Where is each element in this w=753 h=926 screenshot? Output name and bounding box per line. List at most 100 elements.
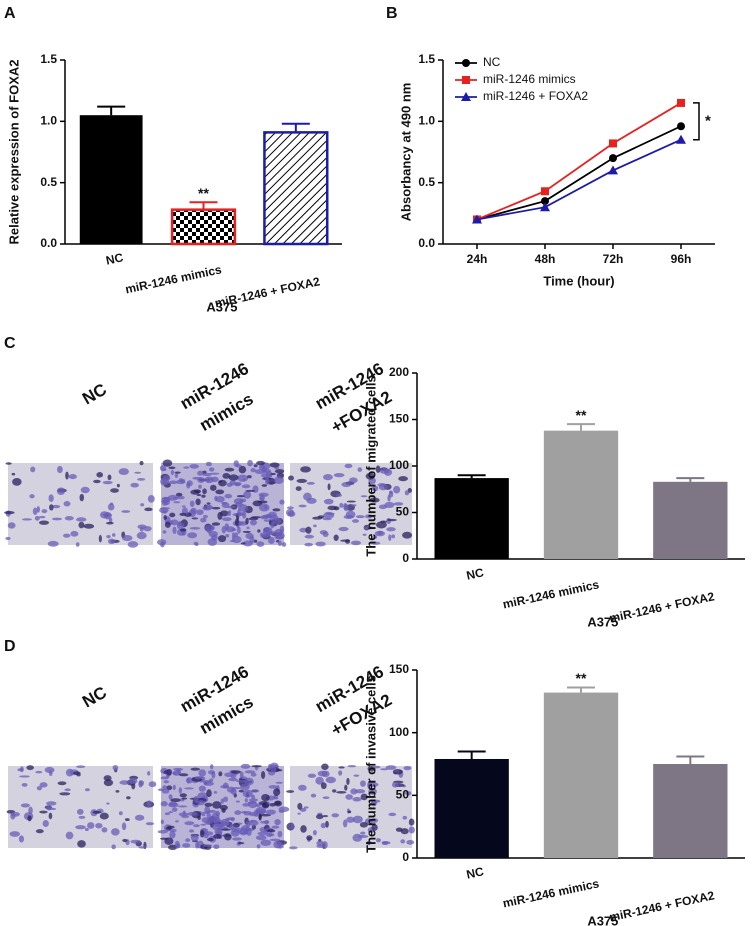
- cell-blob: [102, 480, 113, 485]
- cell-blob: [65, 471, 69, 480]
- cell-blob: [205, 461, 212, 467]
- x-tick-label: NC: [465, 565, 485, 582]
- cell-blob: [251, 765, 262, 768]
- cell-blob: [322, 517, 332, 521]
- cell-blob: [172, 526, 177, 535]
- cell-blob: [130, 482, 139, 488]
- cell-blob: [225, 534, 230, 538]
- cell-blob: [48, 494, 54, 502]
- cell-blob: [75, 517, 87, 522]
- cell-blob: [220, 798, 224, 804]
- cell-blob: [279, 499, 285, 505]
- cell-blob: [247, 800, 258, 809]
- cell-blob: [168, 844, 178, 851]
- cell-blob: [341, 482, 352, 488]
- cell-blob: [381, 841, 389, 846]
- cell-blob: [183, 466, 190, 469]
- cell-blob: [59, 792, 71, 796]
- cell-blob: [99, 812, 109, 820]
- bar: [543, 430, 619, 559]
- cell-blob: [160, 776, 169, 780]
- cell-blob: [200, 823, 207, 826]
- cell-blob: [321, 763, 329, 770]
- cell-blob: [28, 806, 33, 815]
- cell-blob: [206, 502, 211, 505]
- cell-blob: [325, 820, 329, 828]
- cell-blob: [76, 765, 86, 769]
- cell-blob: [335, 493, 343, 497]
- cell-blob: [333, 506, 340, 511]
- x-axis-label: A375: [587, 913, 618, 926]
- cell-blob: [169, 512, 176, 518]
- cell-blob: [126, 796, 131, 800]
- significance: **: [576, 407, 587, 423]
- cell-blob: [202, 780, 212, 784]
- point: [541, 197, 549, 206]
- cell-blob: [178, 812, 188, 817]
- cell-blob: [256, 808, 267, 815]
- cell-blob: [156, 539, 167, 546]
- significance: **: [576, 670, 587, 686]
- cell-blob: [185, 838, 191, 843]
- cell-blob: [371, 535, 378, 540]
- cell-blob: [322, 531, 329, 538]
- cell-blob: [271, 825, 280, 829]
- y-tick-label: 150: [389, 662, 409, 676]
- cell-blob: [273, 840, 282, 849]
- cell-blob: [103, 779, 114, 787]
- cell-blob: [404, 791, 412, 796]
- cell-blob: [343, 514, 354, 519]
- cell-blob: [274, 534, 284, 540]
- cell-blob: [261, 771, 266, 779]
- cell-blob: [379, 468, 391, 474]
- cell-blob: [223, 796, 229, 803]
- cell-blob: [27, 815, 32, 822]
- cell-blob: [377, 530, 383, 535]
- cell-blob: [391, 534, 396, 539]
- cell-blob: [352, 797, 362, 802]
- cell-blob: [249, 535, 255, 544]
- point: [472, 214, 482, 224]
- cell-blob: [203, 833, 209, 839]
- cell-blob: [239, 771, 244, 779]
- cell-blob: [267, 829, 276, 833]
- cell-blob: [238, 465, 247, 474]
- cell-blob: [274, 469, 285, 474]
- cell-blob: [245, 517, 249, 525]
- cell-blob: [75, 825, 86, 830]
- cell-blob: [368, 787, 377, 795]
- cell-blob: [174, 471, 181, 474]
- cell-blob: [159, 507, 171, 510]
- cell-blob: [244, 798, 248, 803]
- cell-blob: [312, 829, 317, 836]
- cell-blob: [57, 781, 67, 786]
- cell-blob: [34, 515, 40, 521]
- cell-blob: [402, 815, 408, 820]
- cell-blob: [87, 822, 95, 829]
- x-tick-label: miR-1246 + FOXA2: [608, 589, 716, 625]
- cell-blob: [297, 802, 303, 810]
- cell-blob: [230, 774, 236, 779]
- cell-blob: [224, 467, 235, 472]
- cell-blob: [272, 508, 281, 512]
- micrograph-background: [290, 766, 412, 848]
- cell-blob: [256, 541, 265, 547]
- cell-blob: [244, 770, 256, 774]
- cell-blob: [146, 800, 152, 808]
- y-tick-label: 200: [389, 365, 409, 379]
- cell-blob: [333, 534, 339, 541]
- cell-blob: [70, 530, 79, 537]
- cell-blob: [277, 540, 282, 547]
- cell-blob: [357, 467, 363, 472]
- point: [609, 154, 617, 163]
- cell-blob: [232, 823, 240, 828]
- cell-blob: [270, 472, 277, 476]
- cell-blob: [258, 814, 262, 820]
- cell-blob: [19, 775, 30, 778]
- cell-blob: [237, 842, 245, 845]
- cell-blob: [184, 821, 195, 826]
- y-tick-label: 0: [402, 551, 409, 565]
- cell-blob: [222, 517, 232, 522]
- cell-blob: [360, 780, 366, 787]
- column-label: NC: [79, 683, 110, 712]
